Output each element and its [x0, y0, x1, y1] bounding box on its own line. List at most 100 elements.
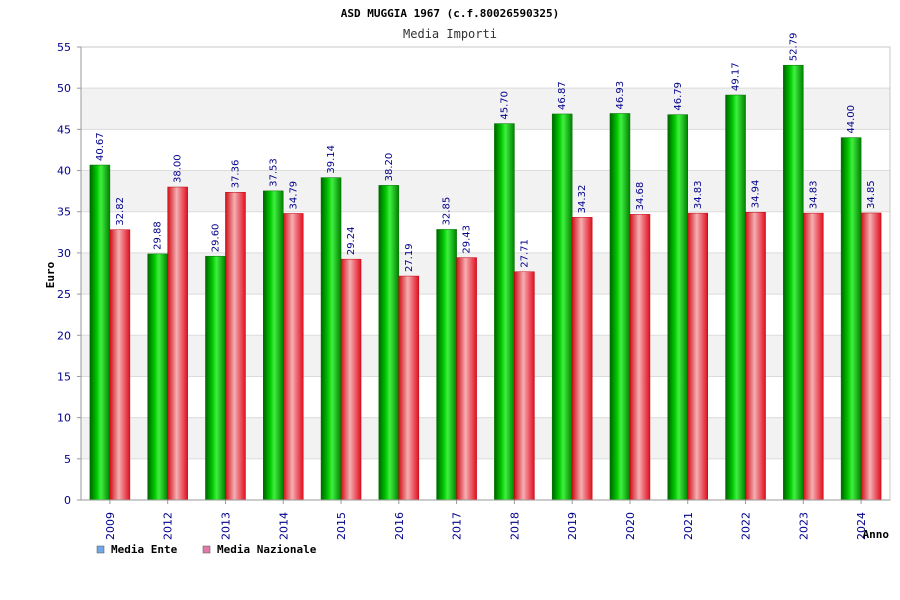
data-label: 34.32	[577, 185, 588, 214]
x-tick-label: 2022	[740, 512, 753, 540]
data-label: 37.36	[230, 160, 241, 189]
data-label: 40.67	[95, 132, 106, 161]
y-tick-label: 40	[57, 165, 71, 178]
data-label: 46.79	[673, 82, 684, 111]
bar-media-nazionale	[398, 275, 420, 501]
y-tick-label: 10	[57, 412, 71, 425]
data-label: 34.85	[866, 180, 877, 209]
bar-media-nazionale	[571, 217, 593, 501]
x-tick-label: 2023	[797, 512, 810, 540]
y-tick-label: 35	[57, 206, 71, 219]
bar-media-nazionale	[109, 229, 131, 501]
data-label: 29.24	[346, 227, 357, 256]
bar-media-ente	[609, 113, 631, 501]
data-label: 29.88	[153, 221, 164, 250]
y-tick-label: 55	[57, 41, 71, 54]
x-tick-label: 2012	[162, 512, 175, 540]
bar-media-ente	[378, 185, 400, 501]
y-tick-label: 30	[57, 247, 71, 260]
bar-media-nazionale	[456, 257, 477, 501]
bar-media-nazionale	[283, 213, 304, 501]
bar-media-nazionale	[225, 192, 246, 501]
bar-media-ente	[205, 255, 226, 501]
data-label: 29.60	[210, 224, 221, 253]
x-tick-label: 2017	[451, 512, 464, 540]
bar-media-ente	[147, 253, 168, 501]
y-tick-label: 5	[64, 453, 71, 466]
x-tick-label: 2016	[393, 512, 406, 540]
data-label: 27.71	[519, 239, 530, 268]
data-label: 32.85	[442, 197, 453, 226]
data-label: 34.79	[288, 181, 299, 210]
y-axis-label: Euro	[44, 261, 57, 288]
data-label: 34.83	[693, 180, 704, 209]
data-label: 37.53	[268, 158, 279, 187]
data-label: 38.00	[173, 154, 184, 183]
grid-band	[81, 88, 890, 130]
x-tick-labels: 2009 2012 2013 2014 2015 2016 2017 2018 2019 2020…	[104, 512, 868, 540]
data-label: 52.79	[788, 33, 799, 62]
legend-swatch	[96, 545, 105, 554]
data-label: 34.83	[808, 180, 819, 209]
x-tick-label: 2024	[855, 512, 868, 540]
data-label: 49.17	[731, 62, 742, 91]
legend: Media Ente Media Nazionale	[96, 543, 317, 556]
y-tick-label: 25	[57, 288, 71, 301]
grid-band	[81, 252, 890, 295]
data-label: 39.14	[326, 145, 337, 174]
data-label: 38.20	[384, 153, 395, 182]
bar-media-nazionale	[687, 212, 708, 501]
axes	[77, 46, 891, 504]
bar-media-ente	[263, 190, 284, 501]
bar-media-nazionale	[514, 271, 535, 501]
x-tick-label: 2009	[104, 512, 117, 540]
x-tick-label: 2015	[335, 512, 348, 540]
chart-title: ASD MUGGIA 1967 (c.f.80026590325)	[341, 7, 560, 20]
bar-media-ente	[840, 137, 862, 501]
bar-media-nazionale	[629, 214, 651, 501]
chart-subtitle: Media Importi	[403, 27, 497, 41]
bar-media-nazionale	[803, 212, 824, 501]
x-tick-label: 2014	[277, 512, 290, 540]
data-label: 29.43	[462, 225, 473, 254]
grid-band	[81, 335, 890, 377]
x-tick-label: 2018	[508, 512, 521, 540]
bar-media-ente	[725, 94, 746, 501]
data-label: 46.93	[615, 81, 626, 110]
data-label: 45.70	[499, 91, 510, 120]
data-label: 34.68	[635, 182, 646, 211]
plot-area	[81, 47, 890, 500]
bar-media-ente	[551, 113, 573, 501]
bar-media-nazionale	[340, 258, 362, 501]
data-label: 27.19	[404, 243, 415, 272]
y-tick-label: 45	[57, 123, 71, 136]
bar-media-ente	[667, 114, 688, 501]
data-label: 34.94	[751, 180, 762, 209]
x-axis-label: Anno	[863, 528, 890, 541]
x-tick-label: 2021	[682, 512, 695, 540]
x-tick-label: 2019	[566, 512, 579, 540]
grid-band	[81, 170, 890, 212]
data-label: 46.87	[557, 81, 568, 110]
data-label: 44.00	[846, 105, 857, 134]
bars	[89, 64, 882, 501]
legend-label: Media Nazionale	[217, 543, 317, 556]
data-label: 32.82	[115, 197, 126, 226]
bar-media-nazionale	[745, 211, 766, 501]
y-tick-label: 15	[57, 370, 71, 383]
bar-media-ente	[89, 164, 111, 501]
y-tick-label: 0	[64, 494, 71, 507]
legend-label: Media Ente	[111, 543, 178, 556]
x-tick-label: 2020	[624, 512, 637, 540]
y-tick-label: 20	[57, 329, 71, 342]
bar-media-nazionale	[167, 186, 188, 501]
bar-media-ente	[436, 229, 457, 501]
data-labels: 40.67 32.82 29.88 38.00 29.60 37.36 37.53 34.79…	[95, 33, 877, 272]
y-tick-labels: 0 5 10 15 20 25 30 35 40 45 50 55	[57, 41, 71, 507]
legend-swatch	[202, 545, 211, 554]
bar-media-ente	[320, 177, 342, 501]
bar-media-nazionale	[860, 212, 882, 501]
bar-media-ente	[783, 64, 804, 501]
y-tick-label: 50	[57, 82, 71, 95]
